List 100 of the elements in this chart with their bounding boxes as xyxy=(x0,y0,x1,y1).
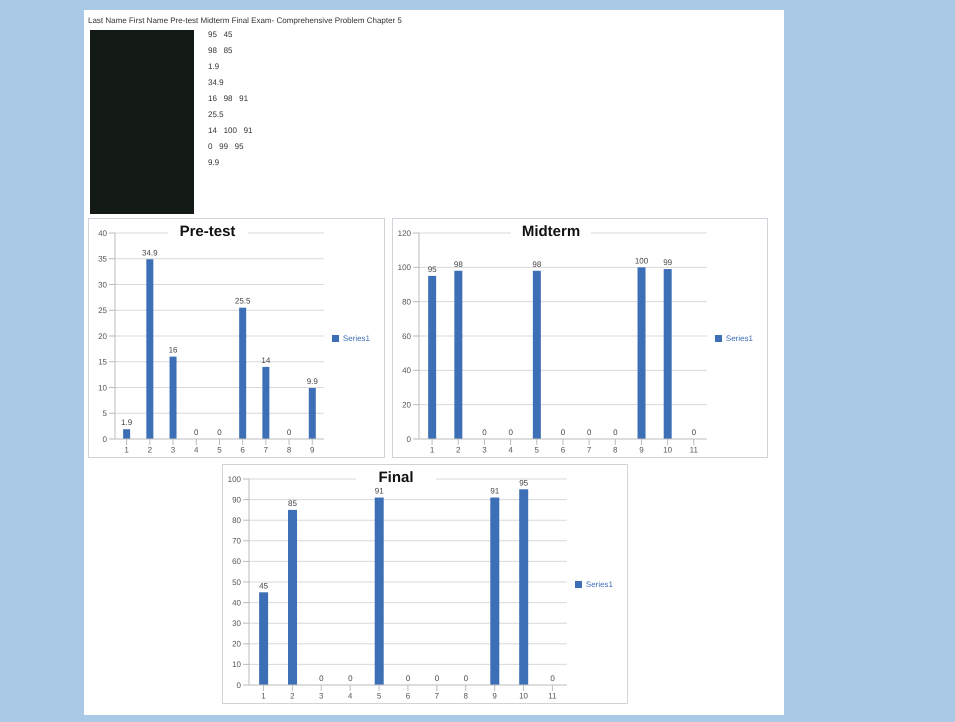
data-label: 0 xyxy=(550,674,556,683)
x-tick-label: 6 xyxy=(240,446,246,455)
bar xyxy=(308,388,316,439)
x-tick-label: 8 xyxy=(286,446,292,455)
data-label: 0 xyxy=(613,428,618,437)
x-tick-label: 3 xyxy=(482,446,488,455)
x-tick-label: 9 xyxy=(492,692,498,701)
data-label: 0 xyxy=(508,428,514,437)
text: 9.9 xyxy=(208,158,220,169)
y-tick-label: 20 xyxy=(98,332,108,341)
bar xyxy=(519,489,528,685)
bar xyxy=(428,276,436,439)
text: 0 99 95 xyxy=(208,142,245,153)
text: 95 45 xyxy=(208,30,234,41)
x-tick-label: 6 xyxy=(406,692,411,701)
bar xyxy=(123,429,130,439)
bar xyxy=(170,356,177,439)
data-label: 0 xyxy=(194,428,200,437)
x-tick-label: 11 xyxy=(690,446,698,455)
bar xyxy=(664,269,672,439)
y-tick-label: 10 xyxy=(98,383,108,392)
text: 98 85 xyxy=(208,46,234,57)
y-tick-label: 40 xyxy=(402,366,412,376)
data-label: 0 xyxy=(434,674,440,683)
legend-label: Series1 xyxy=(342,334,370,342)
x-tick-label: 8 xyxy=(464,692,469,701)
data-label: 0 xyxy=(464,674,469,683)
bar xyxy=(239,308,246,439)
x-tick-label: 9 xyxy=(639,446,644,455)
y-tick-label: 80 xyxy=(402,298,412,307)
bar xyxy=(490,498,500,685)
data-label: 25.5 xyxy=(234,296,251,306)
y-tick-label: 100 xyxy=(398,263,412,272)
text: 14 100 91 xyxy=(208,126,252,137)
bar xyxy=(374,498,384,685)
x-tick-label: 7 xyxy=(264,446,269,455)
y-tick-label: 30 xyxy=(98,280,108,290)
x-tick-label: 3 xyxy=(170,446,176,455)
y-tick-label: 25 xyxy=(98,306,108,316)
data-label: 91 xyxy=(374,486,384,496)
data-label: 91 xyxy=(490,486,500,496)
y-tick-label: 0 xyxy=(236,680,242,690)
data-label: 16 xyxy=(168,346,178,355)
x-tick-label: 8 xyxy=(613,446,618,455)
data-label: 95 xyxy=(519,478,529,488)
data-label: 0 xyxy=(692,428,697,437)
data-label: 0 xyxy=(286,428,292,437)
y-tick-label: 20 xyxy=(232,640,242,649)
x-tick-label: 5 xyxy=(217,446,222,455)
bar xyxy=(638,267,646,439)
x-tick-label: 2 xyxy=(290,692,296,701)
x-tick-label: 4 xyxy=(348,692,353,701)
x-tick-label: 6 xyxy=(560,446,566,455)
text: Last Name First Name Pre-test Midterm Final Exam- Comprehensive Problem Chapter 5 xyxy=(88,16,403,25)
x-tick-label: 11 xyxy=(548,692,558,701)
y-tick-label: 20 xyxy=(402,400,412,410)
y-tick-label: 70 xyxy=(232,536,242,546)
text: 16 98 91 xyxy=(208,94,250,105)
y-tick-label: 0 xyxy=(102,434,108,444)
data-label: 100 xyxy=(634,256,649,266)
y-tick-label: 35 xyxy=(98,254,108,264)
y-tick-label: 60 xyxy=(402,332,412,341)
chart-title: Pre-test xyxy=(168,223,248,240)
x-tick-label: 1 xyxy=(261,692,266,701)
x-tick-label: 3 xyxy=(319,692,324,701)
bar xyxy=(288,510,298,685)
x-tick-label: 2 xyxy=(148,446,153,455)
x-tick-label: 10 xyxy=(663,446,673,455)
y-tick-label: 10 xyxy=(232,660,242,670)
data-label: 0 xyxy=(560,428,566,437)
data-label: 98 xyxy=(532,260,542,269)
text: 25.5 xyxy=(208,110,225,121)
text: 1.9 xyxy=(208,62,220,73)
legend-label: Series1 xyxy=(726,334,753,342)
bar xyxy=(146,259,154,439)
x-tick-label: 2 xyxy=(456,446,462,455)
data-label: 0 xyxy=(319,674,324,683)
chart-title: Final xyxy=(356,469,436,486)
legend-label: Series1 xyxy=(586,580,613,588)
x-tick-label: 1 xyxy=(124,446,130,455)
x-tick-label: 7 xyxy=(586,446,592,455)
y-tick-label: 15 xyxy=(98,358,108,367)
y-tick-label: 60 xyxy=(232,557,242,566)
y-tick-label: 5 xyxy=(102,409,108,418)
y-tick-label: 100 xyxy=(228,474,242,484)
data-label: 0 xyxy=(482,428,488,437)
data-label: 14 xyxy=(261,356,271,365)
y-tick-label: 120 xyxy=(398,228,412,238)
data-label: 45 xyxy=(259,581,269,590)
x-tick-label: 4 xyxy=(508,446,514,455)
y-tick-label: 0 xyxy=(406,434,412,444)
y-tick-label: 40 xyxy=(232,598,242,608)
bar xyxy=(454,270,462,439)
data-label: 9.9 xyxy=(306,377,318,386)
x-tick-label: 7 xyxy=(434,692,440,701)
data-label: 95 xyxy=(428,264,438,274)
bar xyxy=(259,592,268,685)
data-label: 99 xyxy=(663,258,673,268)
data-label: 0 xyxy=(217,428,222,437)
data-label: 85 xyxy=(288,498,298,508)
